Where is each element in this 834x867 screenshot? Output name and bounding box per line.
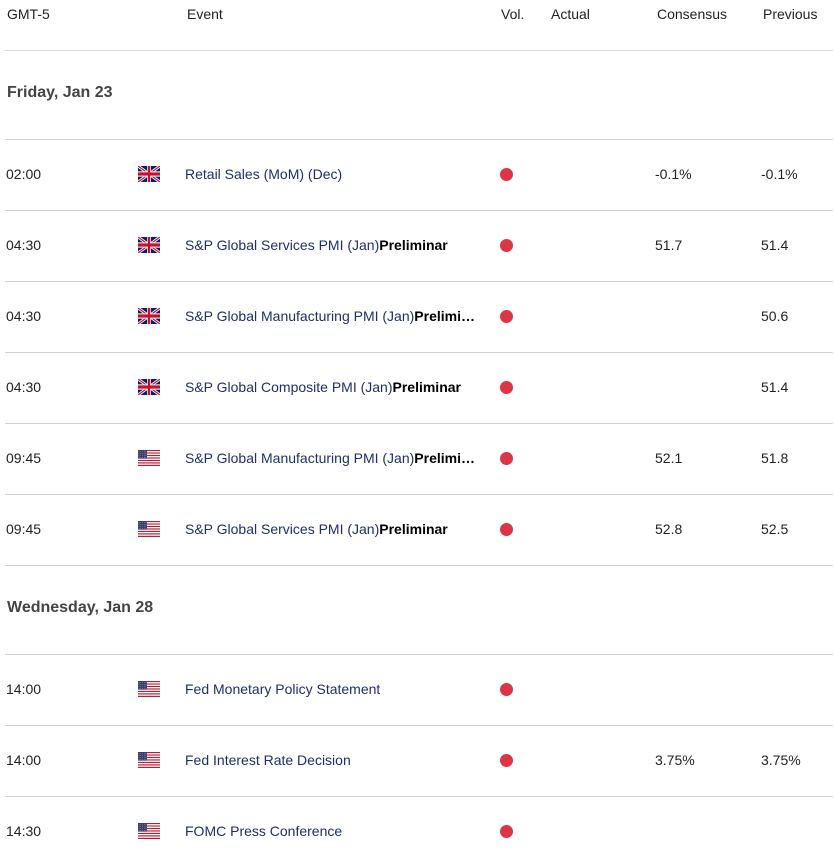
- us-flag-icon: [138, 681, 160, 698]
- calendar-body: Friday, Jan 23 02:00 Retail Sales (MoM) (D…: [0, 51, 834, 867]
- event-name: Fed Monetary Policy Statement: [185, 681, 381, 697]
- us-flag-icon: [138, 823, 160, 840]
- event-name: Retail Sales (MoM) (Dec): [185, 166, 343, 182]
- event-name: S&P Global Manufacturing PMI (Jan): [185, 450, 415, 466]
- high-volatility-dot-icon: [500, 754, 513, 767]
- event-time: 14:00: [6, 681, 42, 697]
- event-row[interactable]: 09:45 S&P Global Services PMI (Jan)Prelim…: [5, 495, 833, 566]
- event-name-link[interactable]: S&P Global Services PMI (Jan)Preliminar: [185, 521, 448, 537]
- high-volatility-dot-icon: [500, 168, 513, 181]
- event-consensus: 3.75%: [655, 752, 695, 768]
- event-name-link[interactable]: Fed Monetary Policy Statement: [185, 681, 380, 697]
- section-date: Friday, Jan 23: [7, 84, 113, 101]
- event-time: 04:30: [6, 308, 42, 324]
- event-name-link[interactable]: S&P Global Services PMI (Jan)Preliminar: [185, 237, 448, 253]
- event-preliminary-tag: Prelimi…: [414, 450, 475, 466]
- event-row[interactable]: 04:30 S&P Global Services PMI (Jan)Prelim…: [5, 211, 833, 282]
- event-name: S&P Global Composite PMI (Jan): [185, 379, 393, 395]
- event-name: Fed Interest Rate Decision: [185, 752, 351, 768]
- table-header: GMT-5 Event Vol. Actual Consensus Previo…: [5, 0, 833, 51]
- event-row[interactable]: 14:30 FOMC Press Conference: [5, 797, 833, 867]
- date-section-header: Friday, Jan 23: [5, 51, 833, 140]
- event-name-link[interactable]: Fed Interest Rate Decision: [185, 752, 351, 768]
- event-row[interactable]: 14:00 Fed Interest Rate Decision 3.75% 3.75…: [5, 726, 833, 797]
- uk-flag-icon: [137, 235, 161, 255]
- consensus-header: Consensus: [657, 6, 728, 22]
- event-time: 04:30: [6, 379, 42, 395]
- event-consensus: -0.1%: [655, 166, 692, 182]
- event-row[interactable]: 14:00 Fed Monetary Policy Statement: [5, 655, 833, 726]
- date-section-header: Wednesday, Jan 28: [5, 566, 833, 655]
- event-previous: 51.8: [761, 450, 789, 466]
- event-row[interactable]: 09:45 S&P Global Manufacturing PMI (Jan)P…: [5, 424, 833, 495]
- section-date: Wednesday, Jan 28: [7, 599, 154, 616]
- event-previous: 51.4: [761, 379, 789, 395]
- event-preliminary-tag: Preliminar: [392, 379, 461, 395]
- high-volatility-dot-icon: [500, 683, 513, 696]
- event-preliminary-tag: Prelimi…: [414, 308, 475, 324]
- high-volatility-dot-icon: [500, 452, 513, 465]
- event-name-link[interactable]: S&P Global Manufacturing PMI (Jan)Prelim…: [185, 308, 475, 324]
- event-time: 14:30: [6, 823, 42, 839]
- event-name-link[interactable]: Retail Sales (MoM) (Dec): [185, 166, 342, 182]
- event-name-link[interactable]: FOMC Press Conference: [185, 823, 342, 839]
- event-row[interactable]: 04:30 S&P Global Composite PMI (Jan)Preli…: [5, 353, 833, 424]
- event-preliminary-tag: Preliminar: [379, 521, 448, 537]
- event-consensus: 51.7: [655, 237, 683, 253]
- event-consensus: 52.1: [655, 450, 683, 466]
- event-name: S&P Global Services PMI (Jan): [185, 521, 380, 537]
- event-row[interactable]: 02:00 Retail Sales (MoM) (Dec) -0.1% -0.1%: [5, 140, 833, 211]
- high-volatility-dot-icon: [500, 523, 513, 536]
- event-time: 14:00: [6, 752, 42, 768]
- us-flag-icon: [138, 521, 160, 538]
- event-name: S&P Global Manufacturing PMI (Jan): [185, 308, 415, 324]
- event-time: 02:00: [6, 166, 42, 182]
- event-name-link[interactable]: S&P Global Composite PMI (Jan)Preliminar: [185, 379, 461, 395]
- event-previous: 3.75%: [761, 752, 801, 768]
- high-volatility-dot-icon: [500, 825, 513, 838]
- us-flag-icon: [138, 450, 160, 467]
- event-time: 09:45: [6, 450, 42, 466]
- event-previous: -0.1%: [761, 166, 798, 182]
- event-row[interactable]: 04:30 S&P Global Manufacturing PMI (Jan)P…: [5, 282, 833, 353]
- high-volatility-dot-icon: [500, 239, 513, 252]
- uk-flag-icon: [137, 377, 161, 397]
- event-header: Event: [187, 6, 223, 22]
- event-preliminary-tag: Preliminar: [379, 237, 448, 253]
- uk-flag-icon: [137, 306, 161, 326]
- us-flag-icon: [138, 752, 160, 769]
- event-time: 04:30: [6, 237, 42, 253]
- previous-header: Previous: [763, 6, 818, 22]
- high-volatility-dot-icon: [500, 310, 513, 323]
- event-consensus: 52.8: [655, 521, 683, 537]
- high-volatility-dot-icon: [500, 381, 513, 394]
- event-name: FOMC Press Conference: [185, 823, 343, 839]
- event-name-link[interactable]: S&P Global Manufacturing PMI (Jan)Prelim…: [185, 450, 475, 466]
- event-name: S&P Global Services PMI (Jan): [185, 237, 380, 253]
- vol-header: Vol.: [501, 6, 525, 22]
- timezone-header: GMT-5: [7, 6, 50, 22]
- actual-header: Actual: [551, 6, 590, 22]
- event-previous: 50.6: [761, 308, 789, 324]
- uk-flag-icon: [137, 164, 161, 184]
- event-time: 09:45: [6, 521, 42, 537]
- event-previous: 51.4: [761, 237, 789, 253]
- event-previous: 52.5: [761, 521, 789, 537]
